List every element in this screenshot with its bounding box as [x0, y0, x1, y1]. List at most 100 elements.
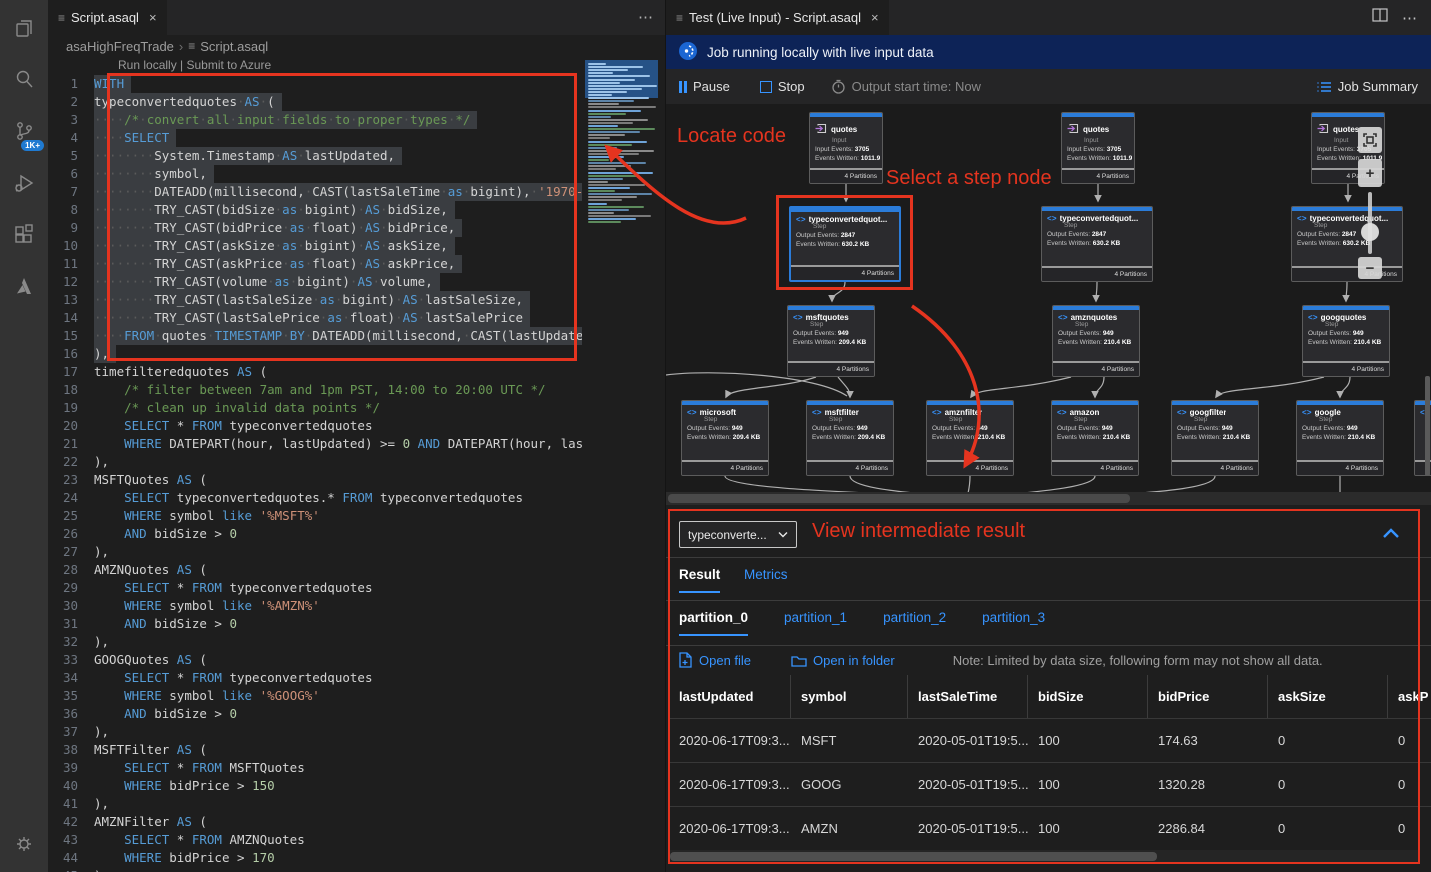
diagram-node-amznquotes[interactable]: < > amznquotes Step Output Events: 949 Event…	[1052, 305, 1140, 377]
code-line[interactable]: 1 WITH	[48, 75, 582, 93]
code-line[interactable]: 12 ········TRY_CAST(volume·as·bigint)·AS·…	[48, 273, 582, 291]
diagram-node-microsoft[interactable]: < > microsoft Step Output Events: 949 Events…	[681, 400, 769, 476]
stop-button[interactable]: Stop	[759, 79, 805, 94]
tab-metrics[interactable]: Metrics	[744, 567, 788, 582]
code-line[interactable]: 4 ····SELECT	[48, 129, 582, 147]
code-line[interactable]: 20 SELECT * FROM typeconvertedquotes	[62, 418, 373, 433]
code-line[interactable]: 6 ········symbol,	[48, 165, 582, 183]
diagram-node-msftfilter[interactable]: < > msftfilter Step Output Events: 949 Event…	[806, 400, 894, 476]
code-line[interactable]: 15 ····FROM·quotes·TIMESTAMP·BY·DATEADD(m…	[48, 327, 582, 345]
code-line[interactable]: 17 timefilteredquotes AS (	[62, 364, 268, 379]
code-line[interactable]: 27),	[62, 544, 110, 559]
diagram-node-typeconvertedquot-[interactable]: < > typeconvertedquot... Step Output Events…	[1041, 206, 1153, 282]
zoom-in-button[interactable]: +	[1358, 159, 1382, 187]
table-row[interactable]: 2020-06-17T09:3... MSFT 2020-05-01T19:5...…	[669, 718, 1431, 762]
diagram-node-googfilter[interactable]: < > googfilter Step Output Events: 949 Event…	[1171, 400, 1259, 476]
extensions-icon[interactable]	[0, 211, 48, 259]
code-line[interactable]: 14 ········TRY_CAST(lastSalePrice·as·floa…	[48, 309, 582, 327]
more-actions-icon[interactable]: ⋯	[638, 9, 653, 26]
collapse-panel-button[interactable]	[1382, 527, 1400, 542]
code-line[interactable]: 24 SELECT typeconvertedquotes.* FROM typ…	[62, 490, 523, 505]
code-line[interactable]: 43 SELECT * FROM AMZNQuotes	[62, 832, 305, 847]
code-line[interactable]: 11 ········TRY_CAST(askPrice·as·float)·AS…	[48, 255, 582, 273]
table-row[interactable]: 2020-06-17T09:3... AMZN 2020-05-01T19:5...…	[669, 806, 1431, 850]
code-line[interactable]: 37),	[62, 724, 110, 739]
zoom-slider-handle[interactable]	[1361, 223, 1379, 241]
settings-gear-icon[interactable]	[0, 820, 48, 868]
code-line[interactable]: 36 AND bidSize > 0	[62, 706, 238, 721]
code-line[interactable]: 18 /* filter between 7am and 1pm PST, 14…	[62, 382, 546, 397]
output-start-time[interactable]: Output start time: Now	[831, 79, 981, 94]
codelens-actions[interactable]: Run locally | Submit to Azure	[118, 58, 272, 72]
step-selector-dropdown[interactable]: typeconverte...	[679, 521, 797, 548]
diagram-node-typeconvertedquot-[interactable]: < > typeconvertedquot... Step Output Events…	[789, 206, 901, 282]
code-line[interactable]: 25 WHERE symbol like '%MSFT%'	[62, 508, 320, 523]
code-line[interactable]: 16),	[48, 345, 582, 363]
code-line[interactable]: 2 typeconvertedquotes·AS·(	[48, 93, 582, 111]
table-row[interactable]: 2020-06-17T09:3... GOOG 2020-05-01T19:5...…	[669, 762, 1431, 806]
code-line[interactable]: 3 ····/*·convert·all·input·fields·to·prop…	[48, 111, 582, 129]
diagram-node-quotes[interactable]: quotes Input Input Events: 3705 Events Writ…	[1061, 112, 1135, 184]
code-line[interactable]: 21 WHERE DATEPART(hour, lastUpdated) >= …	[62, 436, 582, 451]
code-line[interactable]: 30 WHERE symbol like '%AMZN%'	[62, 598, 320, 613]
code-line[interactable]: 41),	[62, 796, 110, 811]
code-line[interactable]: 42 AMZNFilter AS (	[62, 814, 207, 829]
run-debug-icon[interactable]	[0, 159, 48, 207]
tab-test-live-input[interactable]: ≡ Test (Live Input) - Script.asaql ×	[666, 0, 889, 35]
close-icon[interactable]: ×	[148, 10, 157, 25]
tab-partition_2[interactable]: partition_2	[883, 610, 947, 625]
code-editor[interactable]: 1 WITH 2 typeconvertedquotes·AS·(3 ····/*·co…	[48, 75, 582, 872]
source-control-icon[interactable]: 1K+	[0, 107, 48, 155]
tab-script-asaql[interactable]: ≡ Script.asaql ×	[48, 0, 167, 35]
code-line[interactable]: 34 SELECT * FROM typeconvertedquotes	[62, 670, 373, 685]
diagram-node-msftquotes[interactable]: < > msftquotes Step Output Events: 949 Event…	[787, 305, 875, 377]
zoom-out-button[interactable]: −	[1358, 257, 1382, 279]
code-line[interactable]: 26 AND bidSize > 0	[62, 526, 238, 541]
breadcrumb-folder[interactable]: asaHighFreqTrade	[66, 38, 174, 54]
minimap[interactable]	[585, 60, 658, 232]
diagram-node-amazon[interactable]: < > amazon Step Output Events: 949 Events Wr…	[1051, 400, 1139, 476]
tab-partition_1[interactable]: partition_1	[784, 610, 848, 625]
more-actions-icon[interactable]: ⋯	[1402, 9, 1417, 27]
code-line[interactable]: 13 ········TRY_CAST(lastSaleSize·as·bigin…	[48, 291, 582, 309]
code-line[interactable]: 39 SELECT * FROM MSFTQuotes	[62, 760, 305, 775]
breadcrumb[interactable]: asaHighFreqTrade › ≡ Script.asaql	[66, 35, 268, 57]
pause-button[interactable]: Pause	[679, 79, 730, 94]
close-icon[interactable]: ×	[870, 10, 879, 25]
fit-to-screen-button[interactable]	[1358, 127, 1382, 153]
diagram-vertical-scrollbar[interactable]	[1425, 376, 1430, 476]
code-line[interactable]: 28 AMZNQuotes AS (	[62, 562, 207, 577]
code-line[interactable]: 29 SELECT * FROM typeconvertedquotes	[62, 580, 373, 595]
code-line[interactable]: 44 WHERE bidPrice > 170	[62, 850, 275, 865]
job-summary-button[interactable]: Job Summary	[1316, 79, 1418, 94]
code-line[interactable]: 35 WHERE symbol like '%GOOG%'	[62, 688, 320, 703]
tab-partition_3[interactable]: partition_3	[982, 610, 1046, 625]
split-editor-icon[interactable]	[1372, 7, 1388, 28]
code-line[interactable]: 23 MSFTQuotes AS (	[62, 472, 207, 487]
code-line[interactable]: 7 ········DATEADD(millisecond,·CAST(lastS…	[48, 183, 582, 201]
tab-result[interactable]: Result	[679, 567, 721, 593]
code-line[interactable]: 19 /* clean up invalid data points */	[62, 400, 380, 415]
breadcrumb-file[interactable]: Script.asaql	[200, 38, 269, 54]
azure-icon[interactable]	[0, 262, 48, 310]
diagram-node-quotes[interactable]: quotes Input Input Events: 3705 Events Writ…	[809, 112, 883, 184]
diagram-node-google[interactable]: < > google Step Output Events: 949 Events Wr…	[1296, 400, 1384, 476]
code-line[interactable]: 22),	[62, 454, 110, 469]
search-icon[interactable]	[0, 55, 48, 103]
diagram-node-typeconvertedquot-[interactable]: < > typeconvertedquot... Step Output Events…	[1291, 206, 1403, 282]
code-line[interactable]: 45)	[48, 867, 582, 872]
code-line[interactable]: 31 AND bidSize > 0	[62, 616, 238, 631]
code-line[interactable]: 5 ········System.Timestamp·AS·lastUpdated…	[48, 147, 582, 165]
table-horizontal-scrollbar[interactable]	[670, 850, 1418, 863]
explorer-icon[interactable]	[0, 4, 48, 52]
job-diagram[interactable]: quotes Input Input Events: 3705 Events Writ…	[666, 104, 1431, 505]
code-line[interactable]: 9 ········TRY_CAST(bidPrice·as·float)·AS·…	[48, 219, 582, 237]
diagram-node-amznfilter[interactable]: < > amznfilter Step Output Events: 949 Event…	[926, 400, 1014, 476]
code-line[interactable]: 32),	[62, 634, 110, 649]
diagram-node-googquotes[interactable]: < > googquotes Step Output Events: 949 Event…	[1302, 305, 1390, 377]
code-line[interactable]: 8 ········TRY_CAST(bidSize·as·bigint)·AS·…	[48, 201, 582, 219]
code-line[interactable]: 10 ········TRY_CAST(askSize·as·bigint)·AS…	[48, 237, 582, 255]
tab-partition_0[interactable]: partition_0	[679, 610, 749, 636]
code-line[interactable]: 38 MSFTFilter AS (	[62, 742, 207, 757]
code-line[interactable]: 33 GOOGQuotes AS (	[62, 652, 207, 667]
